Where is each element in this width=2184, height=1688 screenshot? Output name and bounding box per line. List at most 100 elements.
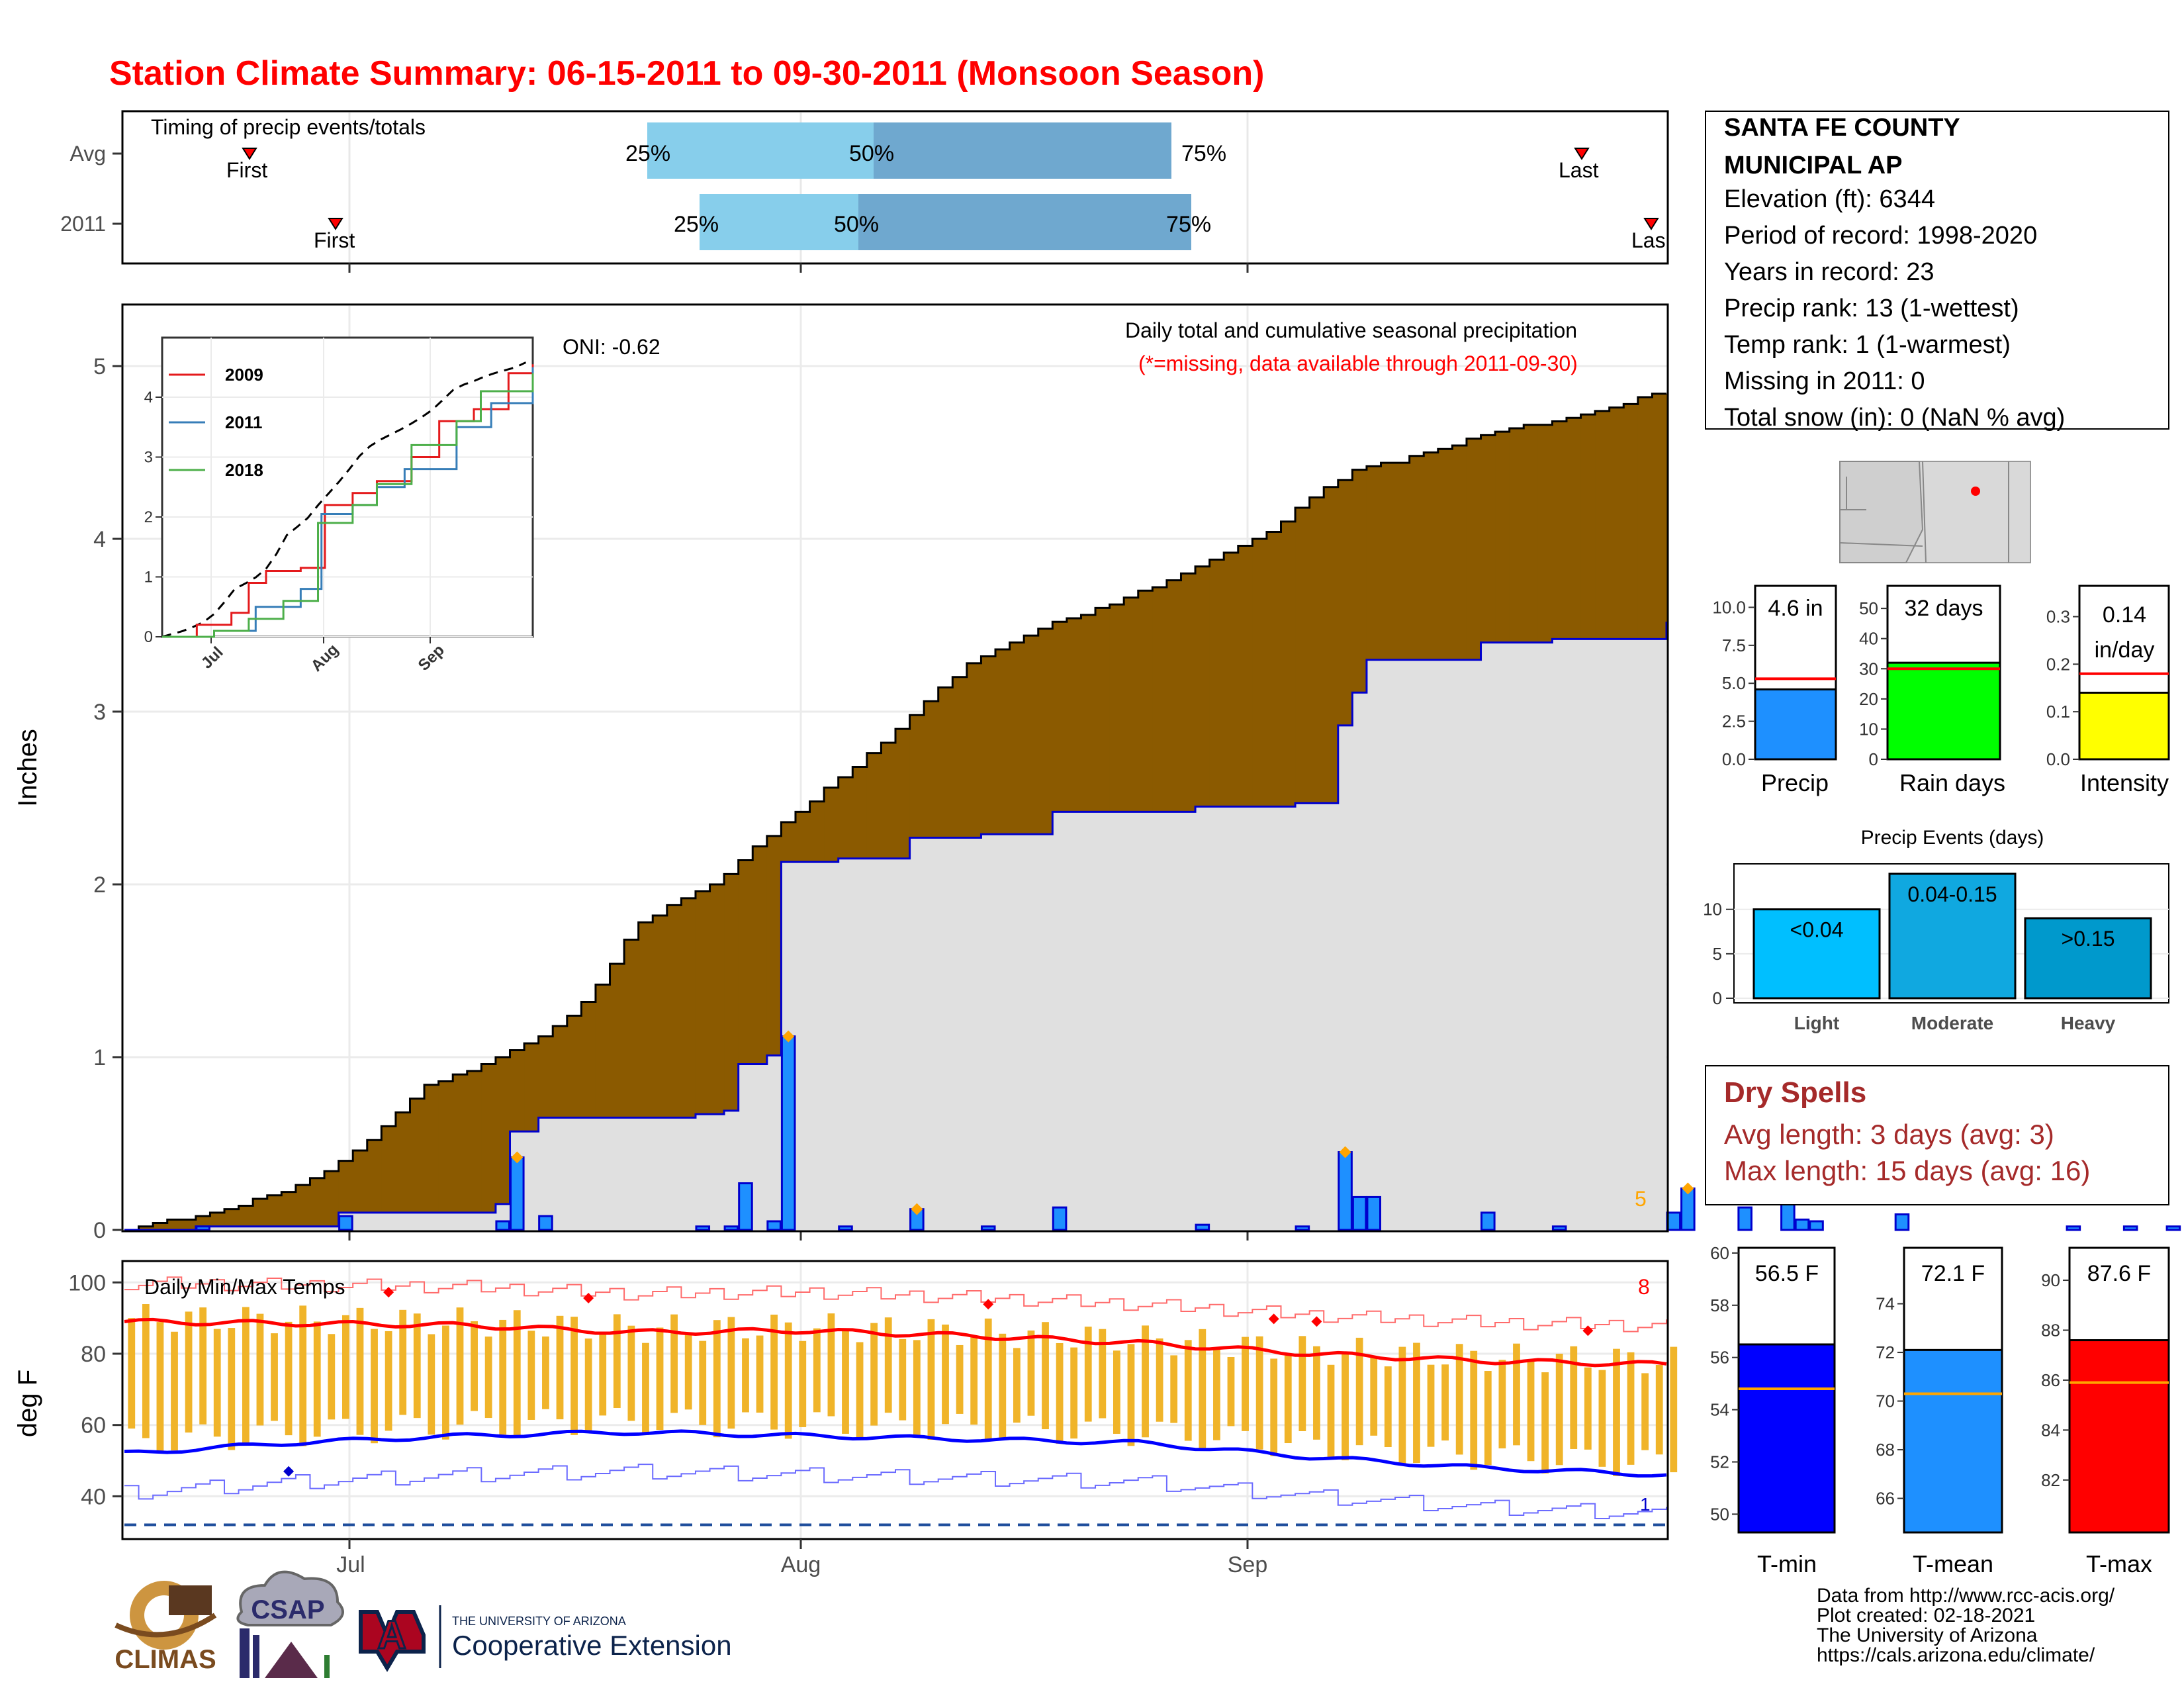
daily-temp-bar [770,1314,778,1430]
daily-temp-bar [1142,1325,1149,1438]
daily-temp-bar [1441,1364,1449,1441]
temp-bar-tick-label: 68 [1876,1440,1895,1460]
raindays-bar [1886,661,2001,761]
season-total-bars: 4.6 in 0.0 2.5 5.0 7.5 10.0 Precip 32 days 0… [1712,585,2170,796]
daily-temp-bar [599,1333,607,1416]
daily-temp-bar [684,1333,692,1410]
inset-y-label-3: 3 [144,449,153,467]
mini-tick-label: 2.5 [1722,712,1746,731]
deficit-segment [824,787,839,863]
average-cumulative-line [124,393,1666,1231]
mini-tick-label: 0 [1869,749,1878,769]
inset-line-2018 [162,373,534,638]
x-label-jul: Jul [336,1552,365,1577]
inset-legend-label-2018: 2018 [225,460,263,480]
daily-temp-bar [556,1315,564,1420]
ua-extension-logo: A THE UNIVERSITY OF ARIZONA Cooperative … [359,1605,732,1672]
observed-cumulative-line [124,622,1668,1231]
footer-url: https://cals.arizona.edu/climate/ [1817,1644,2095,1666]
daily-temp-bar [1584,1367,1592,1450]
temp-ylabel: deg F [13,1370,42,1437]
deficit-segment [538,1036,553,1118]
mini-tick-label: 5.0 [1722,673,1746,693]
daily-temp-bar [385,1331,392,1431]
y2011-q25-50-bar [700,194,858,250]
daily-temp-bar [142,1304,150,1438]
extreme-event-marker [1682,1182,1694,1195]
daily-temp-bar [171,1331,178,1451]
daily-temp-bar [456,1307,464,1425]
temp-gridlines [122,1262,1668,1538]
daily-temp-bar [1498,1360,1506,1449]
x-label-aug: Aug [781,1552,821,1577]
temp-bar-tick-label: 90 [2041,1270,2060,1290]
deficit-segment [1152,587,1167,812]
timing-title: Timing of precip events/totals [151,115,426,139]
y-tick-label-1: 1 [93,1045,106,1070]
daily-precip-bar [1351,1196,1367,1231]
deficit-segment [1652,393,1667,639]
y2011-last-marker [1643,218,1659,230]
daily-temp-bar [1470,1350,1478,1470]
main-y-axis: 0 1 2 3 4 5 [93,354,122,1243]
daily-precip-bar [2066,1225,2081,1231]
deficit-segment [1580,414,1596,639]
precip-total-label: Precip [1761,769,1829,796]
cumulative-precip-panel: Daily total and cumulative seasonal prec… [13,303,2181,1243]
daily-temp-bar [527,1331,535,1420]
deficit-segment [938,687,953,838]
temp-bar-tick-label: 86 [2041,1370,2060,1390]
daily-temp-bar [356,1307,364,1435]
daily-temp-bar [1156,1338,1163,1422]
deficit-segment [495,1057,511,1204]
daily-temp-bar [1199,1329,1206,1451]
locator-map [1839,461,2031,563]
daily-temp-bar [870,1323,878,1426]
mini-tick-label: 0.2 [2046,654,2070,674]
daily-precip-bar [1366,1196,1382,1231]
page-title: Station Climate Summary: 06-15-2011 to 0… [109,54,1264,93]
tmin-bar [1737,1343,1836,1534]
tmean-axis: 66 68 70 72 74 [1876,1294,1904,1509]
deficit-segment [766,835,782,1056]
daily-precip-bar [538,1215,553,1231]
events-bar-label: <0.04 [1790,918,1844,942]
deficit-segment [624,939,639,1118]
temp-bar-tick-label: 52 [1710,1452,1729,1472]
station-snow: Total snow (in): 0 (NaN % avg) [1724,404,2065,432]
temp-bar-tick-label: 84 [2041,1420,2060,1440]
daily-temp-bar [899,1338,907,1421]
events-bar-label: 0.04-0.15 [1907,882,1997,906]
temp-bar-tick-label: 58 [1710,1295,1729,1315]
daily-temp-bar [742,1338,749,1413]
inset-y-label-1: 1 [144,569,153,586]
daily-temp-bar [1527,1359,1535,1462]
daily-temp-bar [713,1320,721,1438]
temp-high-count: 8 [1638,1275,1650,1299]
deficit-segment [1095,608,1111,812]
temp-low-count: 1 [1640,1494,1651,1515]
deficit-segment [638,922,653,1118]
inset-y-label-2: 2 [144,508,153,526]
record-high-marker [383,1287,394,1298]
daily-temp-bar [1227,1356,1235,1427]
deficit-segment [467,1070,482,1213]
record-high-marker [1268,1313,1279,1325]
daily-precip-bar [1737,1206,1752,1231]
deficit-segment [1424,452,1439,660]
deficit-segment [281,1192,296,1227]
deficit-segment [809,801,825,863]
tmax-chart: 87.6 F 82 84 86 88 90 T-max [2041,1246,2170,1577]
tmax-value: 87.6 F [2087,1261,2151,1286]
footer-university: The University of Arizona [1817,1624,2038,1646]
daily-temp-bar [927,1319,935,1440]
deficit-segment [1395,463,1410,660]
daily-temp-bar [1313,1346,1320,1440]
deficit-segment [795,812,811,863]
deficit-segment [952,677,968,838]
events-tick-label: 10 [1703,900,1722,919]
daily-temp-bar [656,1327,664,1430]
daily-temp-bar [285,1321,293,1436]
csap-logo-text: CSAP [251,1595,324,1624]
deficit-segment [1366,466,1382,660]
